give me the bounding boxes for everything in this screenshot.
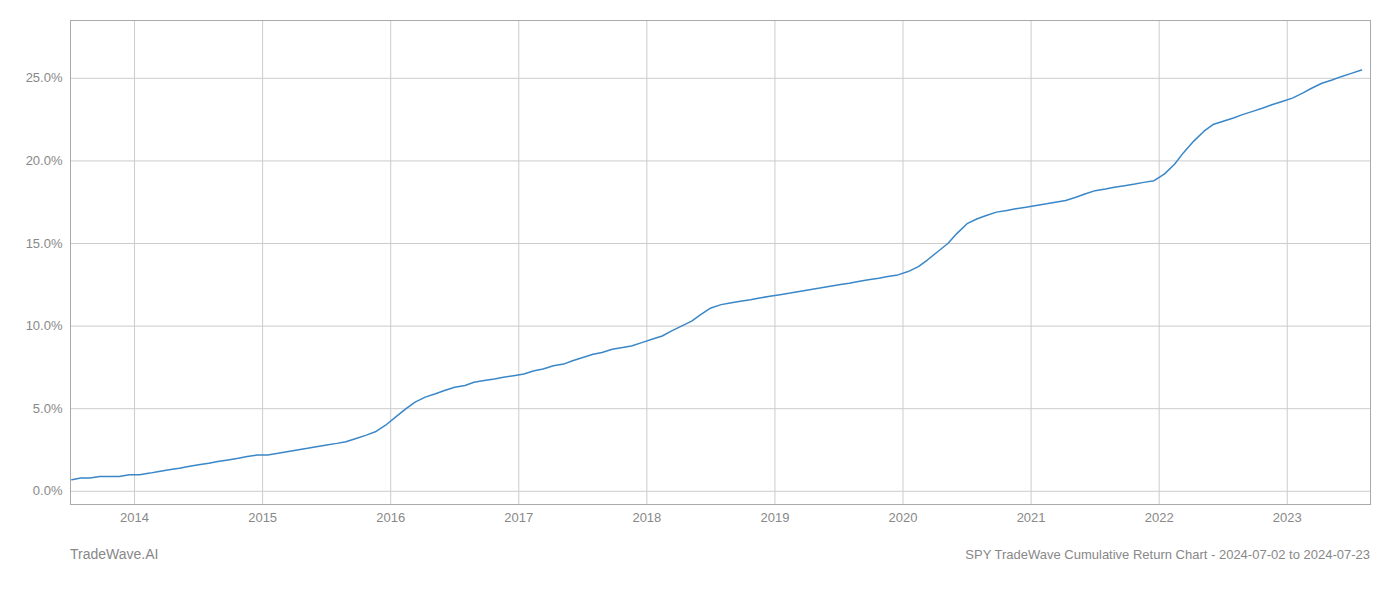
svg-text:20.0%: 20.0% (26, 153, 63, 168)
svg-text:2019: 2019 (760, 510, 789, 525)
svg-text:2015: 2015 (248, 510, 277, 525)
svg-text:2021: 2021 (1017, 510, 1046, 525)
svg-text:0.0%: 0.0% (33, 483, 63, 498)
svg-text:2018: 2018 (632, 510, 661, 525)
svg-text:5.0%: 5.0% (33, 401, 63, 416)
svg-text:25.0%: 25.0% (26, 70, 63, 85)
svg-text:2023: 2023 (1273, 510, 1302, 525)
svg-text:2020: 2020 (889, 510, 918, 525)
svg-text:2016: 2016 (376, 510, 405, 525)
html-text:SPY TradeWave Cumulative Retur: SPY TradeWave Cumulative Return Chart - … (965, 547, 1370, 562)
svg-text:15.0%: 15.0% (26, 236, 63, 251)
svg-text:2022: 2022 (1145, 510, 1174, 525)
html-text:TradeWave.AI: TradeWave.AI (70, 546, 159, 562)
svg-text:2017: 2017 (504, 510, 533, 525)
svg-text:2014: 2014 (120, 510, 149, 525)
svg-text:10.0%: 10.0% (26, 318, 63, 333)
